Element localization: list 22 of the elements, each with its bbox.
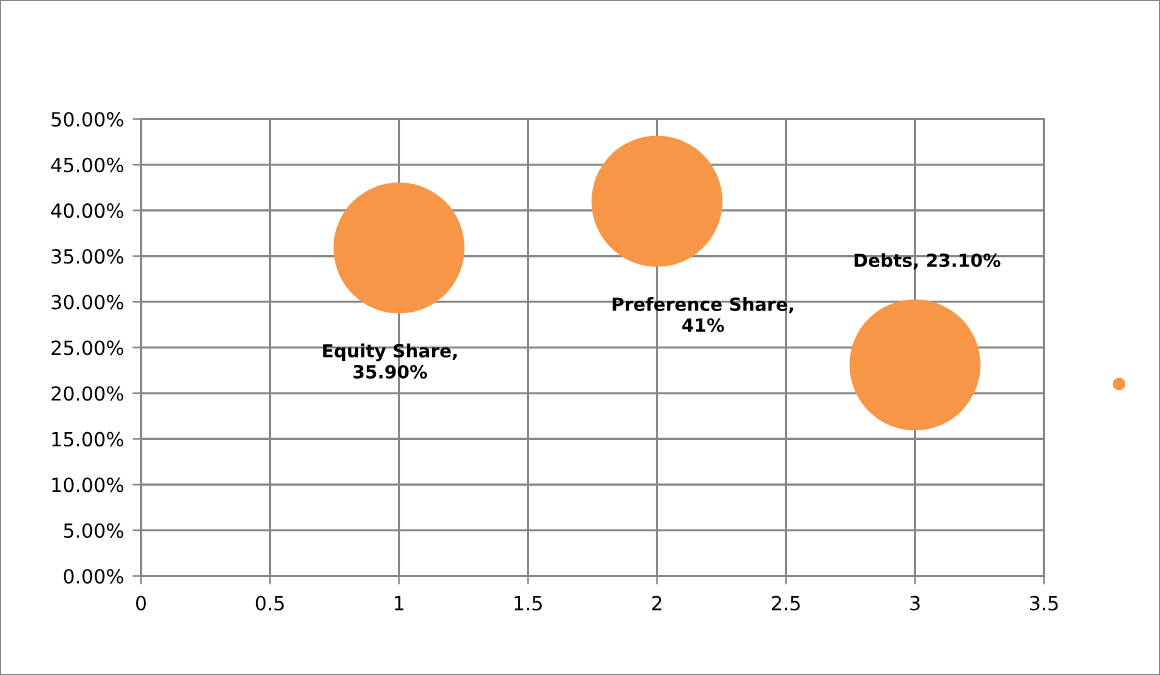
- x-tick-label: 2.5: [771, 595, 800, 611]
- y-tick-label: 50.00%: [51, 111, 124, 127]
- data-label: Equity Share, 35.90%: [323, 343, 457, 379]
- y-tick-label: 40.00%: [51, 203, 124, 219]
- y-tick-label: 5.00%: [64, 523, 124, 538]
- y-tick-label: 45.00%: [51, 157, 124, 173]
- y-tick-label: 20.00%: [51, 386, 124, 401]
- y-tick-label: 0.00%: [63, 568, 124, 584]
- x-tick-label: 2: [652, 595, 662, 611]
- x-tick-label: 0: [136, 595, 146, 611]
- x-tick-label: 1: [394, 596, 404, 611]
- data-label: Preference Share, 41%: [612, 297, 794, 332]
- x-tick-label: 1.5: [514, 596, 542, 611]
- y-tick-label: 15.00%: [52, 431, 124, 447]
- y-tick-label: 25.00%: [51, 340, 124, 356]
- y-tick-label: 10.00%: [52, 477, 124, 493]
- y-tick-label: 30.00%: [51, 294, 124, 310]
- x-tick-label: 0.5: [255, 595, 284, 611]
- x-tick-label: 3.5: [1030, 595, 1058, 611]
- x-tick-label: 3: [910, 595, 920, 611]
- y-tick-label: 35.00%: [51, 249, 124, 264]
- data-label: Debts, 23.10%: [854, 253, 1001, 270]
